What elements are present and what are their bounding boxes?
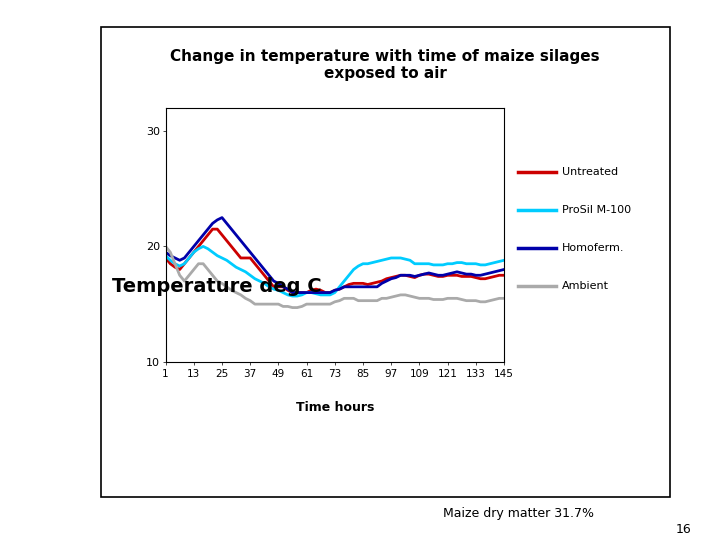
Text: Homoferm.: Homoferm. — [562, 242, 624, 253]
Text: Untreated: Untreated — [562, 166, 618, 177]
Text: ProSil M-100: ProSil M-100 — [562, 205, 631, 214]
Text: Temperature deg C: Temperature deg C — [112, 276, 321, 296]
Text: Time hours: Time hours — [296, 401, 374, 414]
Text: Ambient: Ambient — [562, 281, 608, 291]
Text: Maize dry matter 31.7%: Maize dry matter 31.7% — [443, 507, 594, 519]
Text: 16: 16 — [676, 523, 692, 536]
Text: Change in temperature with time of maize silages
exposed to air: Change in temperature with time of maize… — [171, 49, 600, 81]
